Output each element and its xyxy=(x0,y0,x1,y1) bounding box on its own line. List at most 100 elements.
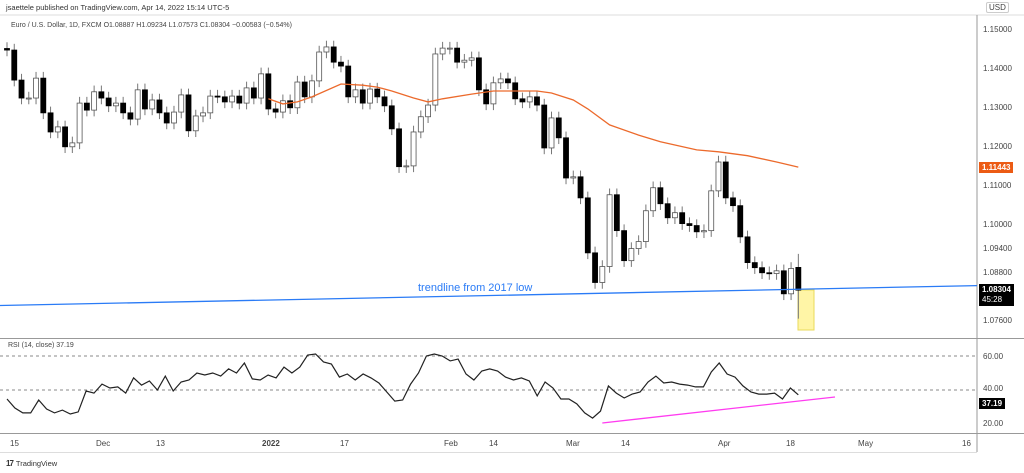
candle xyxy=(185,88,192,138)
price-tick-label: 1.07600 xyxy=(983,316,1012,325)
candle xyxy=(766,266,773,280)
candle-body xyxy=(18,79,25,99)
candle xyxy=(686,217,693,232)
candle-body xyxy=(526,96,533,103)
candle-body xyxy=(105,97,112,107)
candle xyxy=(475,51,482,97)
candle xyxy=(200,106,206,123)
candle-body xyxy=(788,268,794,295)
candle xyxy=(715,155,722,198)
candle-body xyxy=(250,87,257,99)
tradingview-logo[interactable]: 17 TradingView xyxy=(6,459,57,468)
candle xyxy=(127,106,134,126)
candle-body xyxy=(330,46,337,63)
currency-button[interactable]: USD xyxy=(986,2,1009,13)
candle-body xyxy=(519,98,526,103)
candle-body xyxy=(316,51,323,82)
candle xyxy=(788,262,794,301)
candle xyxy=(113,96,119,113)
candle-body xyxy=(664,203,671,219)
candle-body xyxy=(91,91,98,111)
bar-countdown: 45:28 xyxy=(982,295,1003,304)
candle-body xyxy=(541,104,548,149)
candle xyxy=(519,92,526,109)
candle-body xyxy=(592,252,598,283)
candle-body xyxy=(642,210,649,242)
rsi-legend: RSI (14, close) 37.19 xyxy=(8,342,74,349)
candle xyxy=(541,98,548,155)
candle xyxy=(294,75,301,115)
candle xyxy=(410,125,417,173)
candle-body xyxy=(635,241,642,249)
rsi-tick-label: 20.00 xyxy=(983,419,1004,428)
candle-body xyxy=(33,77,39,99)
candle-body xyxy=(417,116,424,133)
candle xyxy=(40,71,47,120)
candle-body xyxy=(200,112,206,117)
candle-body xyxy=(345,65,352,98)
candle-body xyxy=(650,187,657,212)
candle-body xyxy=(192,115,199,132)
candle xyxy=(403,159,410,173)
candle xyxy=(613,188,620,237)
price-tick-label: 1.11000 xyxy=(983,181,1012,190)
candle xyxy=(98,85,105,105)
candle xyxy=(18,73,25,105)
candle xyxy=(432,47,439,112)
candle-body xyxy=(294,81,301,109)
candle-body xyxy=(701,230,707,233)
candle-body xyxy=(708,190,715,232)
candle-body xyxy=(272,108,279,113)
price-tick-label: 1.08800 xyxy=(983,268,1012,277)
candle-body xyxy=(301,81,308,98)
candle-body xyxy=(287,100,294,109)
moving-average-line xyxy=(268,83,799,168)
candle-body xyxy=(686,223,693,226)
candle-body xyxy=(11,49,18,81)
candle xyxy=(548,111,555,155)
candle xyxy=(83,96,90,117)
candle xyxy=(497,72,504,90)
candle xyxy=(526,90,533,109)
candle xyxy=(243,81,250,110)
candle xyxy=(454,41,461,69)
candle-body xyxy=(773,270,780,274)
candle-body xyxy=(454,47,461,63)
tv-logo-icon: 17 xyxy=(6,459,14,468)
candle-body xyxy=(4,48,10,51)
candle-body xyxy=(113,102,119,107)
candle-body xyxy=(432,53,439,106)
candle-body xyxy=(780,270,787,295)
time-tick-label: Apr xyxy=(718,439,731,448)
candle xyxy=(323,40,330,59)
candle xyxy=(570,170,577,185)
candle-body xyxy=(425,104,431,118)
candle-body xyxy=(156,99,163,114)
ma-price-tag: 1.11443 xyxy=(979,162,1014,173)
candle-body xyxy=(483,89,490,105)
candle xyxy=(69,136,76,154)
candle xyxy=(388,99,395,136)
candle-body xyxy=(490,82,497,105)
candle xyxy=(672,206,678,224)
candle-body xyxy=(47,112,54,133)
candle xyxy=(316,45,323,88)
candle-body xyxy=(403,165,410,168)
candle xyxy=(722,155,729,205)
candle-body xyxy=(62,126,68,148)
rsi-trendline xyxy=(602,396,836,424)
rsi-value-tag: 37.19 xyxy=(979,398,1006,409)
candle-body xyxy=(693,225,700,233)
time-tick-label: 17 xyxy=(340,439,349,448)
candle xyxy=(439,41,446,61)
candle-body xyxy=(730,197,736,207)
rsi-tick-label: 40.00 xyxy=(983,384,1004,393)
candle-body xyxy=(737,205,744,238)
candle-body xyxy=(367,88,373,104)
candle xyxy=(76,96,83,150)
price-tick-label: 1.14000 xyxy=(983,64,1012,73)
candle xyxy=(142,83,148,116)
candle-body xyxy=(221,96,228,103)
candle xyxy=(534,90,540,112)
